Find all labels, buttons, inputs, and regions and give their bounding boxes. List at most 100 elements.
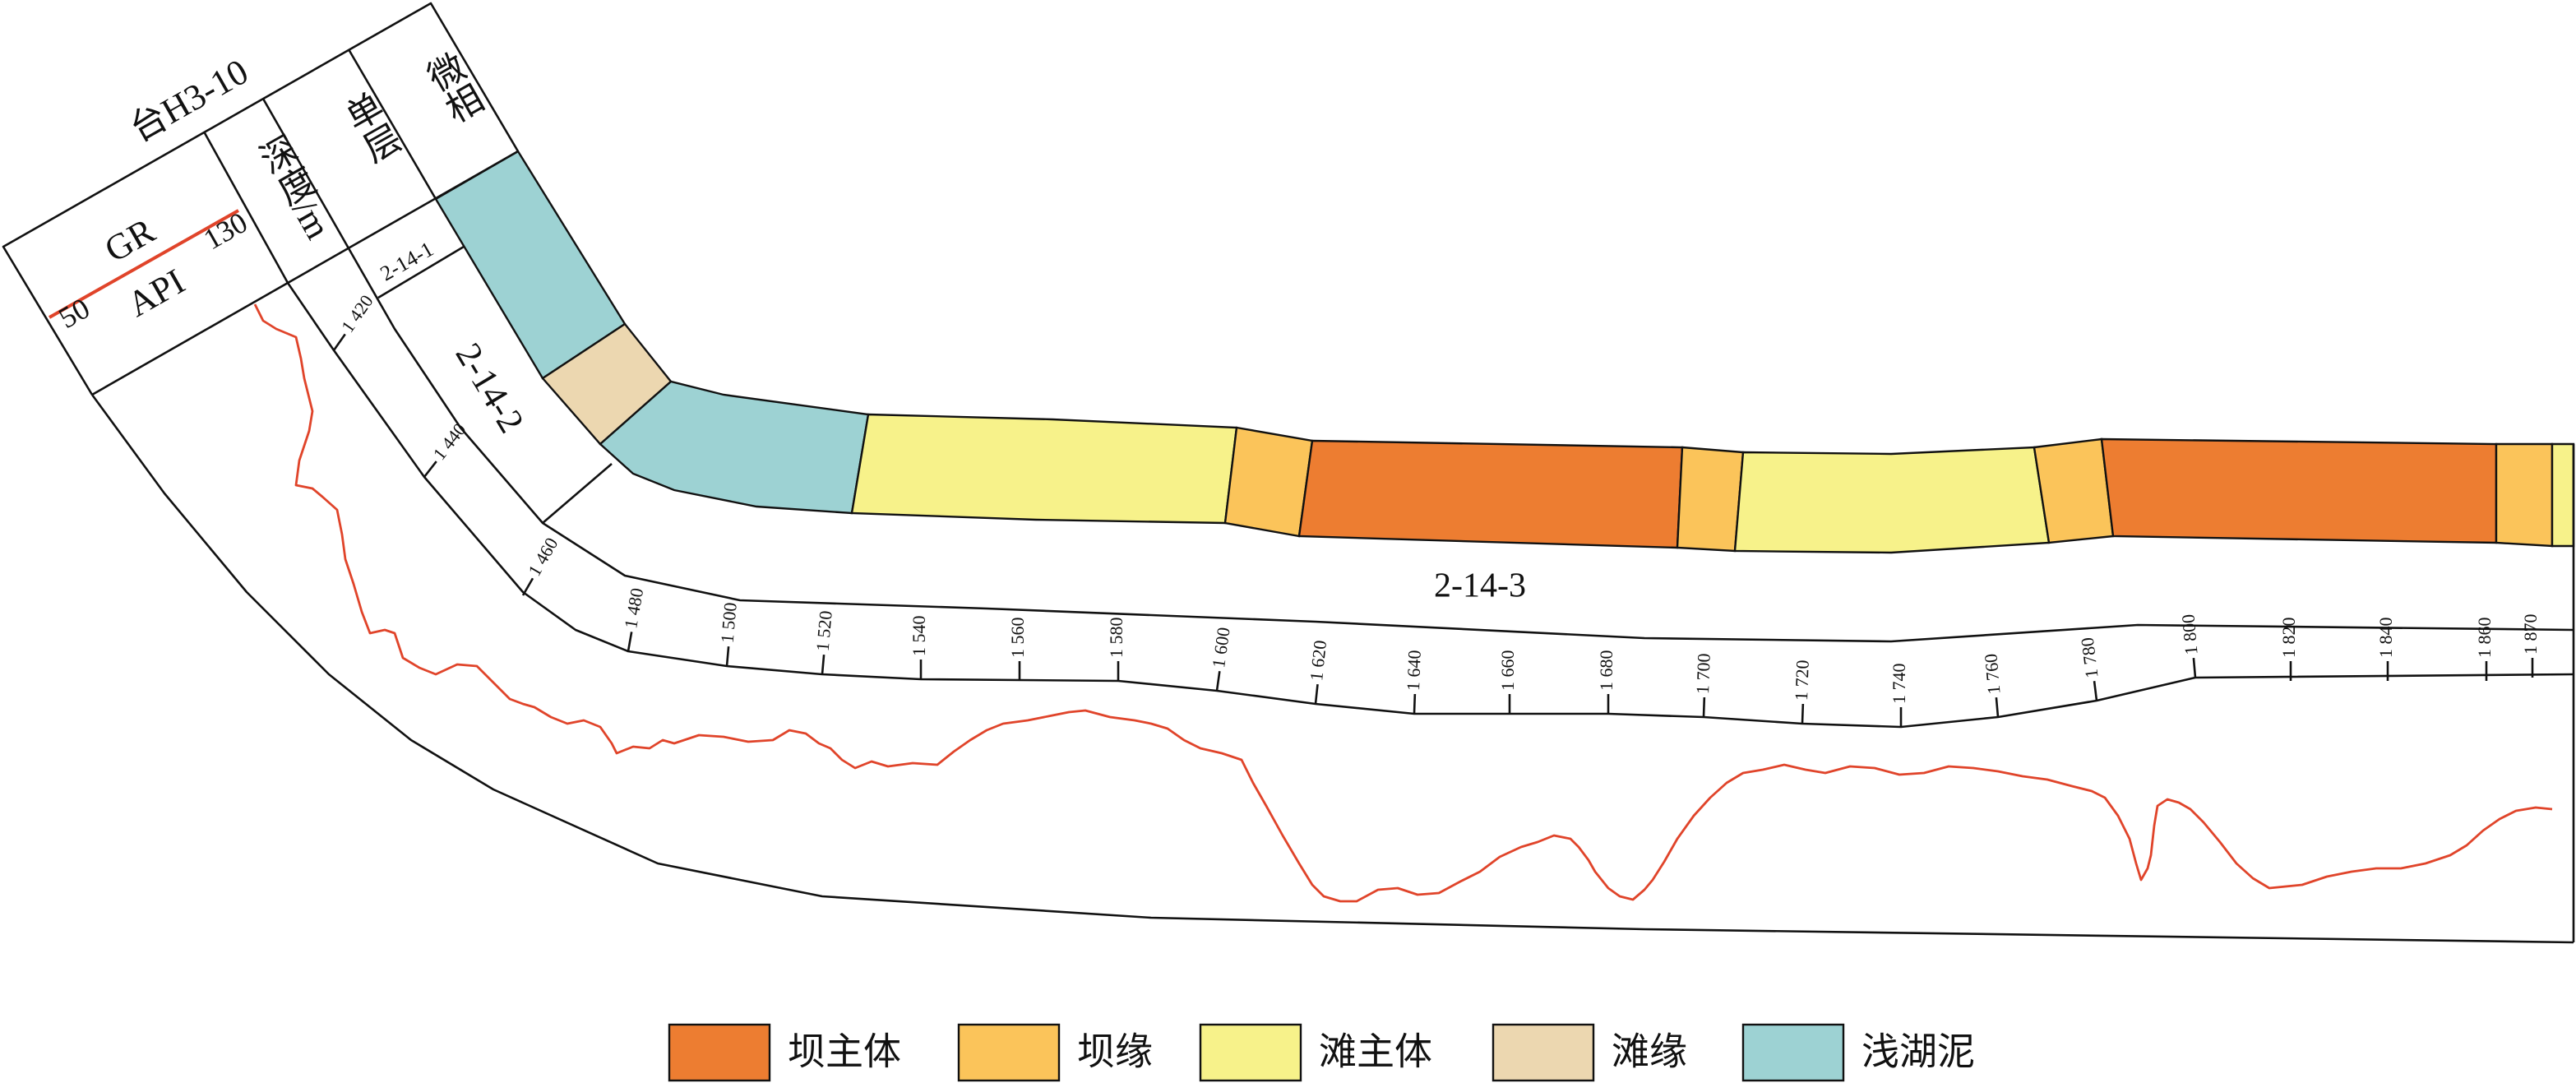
layer-divider [542, 463, 613, 524]
legend-swatch [668, 1023, 771, 1082]
depth-tick: 1 620 [1306, 639, 1330, 705]
layer-label: 2-14-1 [376, 237, 437, 285]
depth-tick: 1 870 [2520, 614, 2541, 678]
tick-label: 1 640 [1403, 650, 1425, 691]
legend-swatch [1199, 1023, 1302, 1082]
gr-track-bottom [90, 394, 2574, 944]
tick-label: 1 560 [1007, 618, 1028, 659]
depth-tick: 1 680 [1596, 650, 1616, 714]
tick-mark [521, 577, 534, 596]
tick-mark [821, 654, 826, 675]
depth-tick: 1 660 [1497, 650, 1518, 714]
tick-mark [2093, 681, 2098, 701]
tick-mark [1995, 697, 2000, 718]
tick-label: 1 620 [1306, 639, 1330, 682]
depth-tick: 1 600 [1208, 626, 1234, 692]
depth-tick: 1 560 [1007, 618, 1028, 681]
gr-curve [253, 303, 2553, 903]
tick-mark [1215, 671, 1221, 692]
depth-tick: 1 440 [423, 419, 470, 478]
depth-tick: 1 480 [620, 586, 647, 652]
legend-label: 坝缘 [1077, 1030, 1153, 1074]
frame-line [91, 150, 519, 396]
tick-mark [1314, 683, 1319, 705]
gr-min: 50 [53, 291, 95, 335]
tick-label: 1 500 [717, 601, 741, 643]
depth-tick: 1 580 [1106, 618, 1126, 681]
tick-mark [423, 461, 437, 478]
depth-tick: 1 700 [1692, 653, 1714, 718]
legend-label: 浅湖泥 [1861, 1030, 1975, 1074]
depth-tick: 1 860 [2474, 618, 2495, 681]
tick-label: 1 870 [2520, 614, 2541, 655]
tick-mark [1413, 693, 1417, 715]
depth-tick: 1 520 [812, 609, 836, 675]
tick-label: 1 460 [524, 534, 562, 579]
legend-swatch [1741, 1023, 1845, 1082]
tick-label: 1 420 [337, 291, 377, 336]
tick-mark [1801, 703, 1805, 724]
tick-label: 1 800 [2177, 613, 2201, 655]
gr-max: 130 [198, 206, 253, 256]
header-frame [2, 2, 520, 396]
tick-mark [2192, 657, 2197, 678]
depth-tick: 1 500 [717, 601, 741, 667]
facies-header: 微相 [417, 47, 489, 131]
facies-block [2100, 437, 2498, 544]
facies-block [2495, 442, 2554, 548]
depth-tick: 1 800 [2177, 613, 2202, 678]
tick-label: 1 660 [1497, 650, 1518, 692]
gr-label: GR [98, 210, 162, 270]
tick-label: 1 520 [812, 609, 836, 651]
frame-line [202, 131, 289, 284]
legend: 坝主体 坝缘 滩主体 滩缘 浅湖泥 [668, 1023, 1975, 1082]
gr-scale-line [49, 209, 239, 319]
legend-label: 滩主体 [1319, 1030, 1432, 1074]
frame-line [347, 49, 437, 200]
tick-label: 1 540 [909, 616, 929, 657]
legend-swatch [957, 1023, 1061, 1082]
tick-label: 1 860 [2474, 618, 2495, 659]
tick-label: 1 740 [1889, 664, 1909, 705]
tick-label: 1 480 [620, 586, 647, 630]
depth-tick: 1 720 [1791, 660, 1813, 724]
depth-tick: 1 780 [2077, 636, 2102, 701]
tick-label: 1 440 [428, 419, 469, 464]
facies-strip [434, 150, 2575, 554]
tick-label: 1 840 [2375, 618, 2396, 659]
tracks [90, 245, 2575, 944]
legend-label: 坝主体 [788, 1030, 901, 1074]
tick-label: 1 700 [1692, 653, 1714, 694]
facies-block [2033, 437, 2115, 544]
tick-label: 1 680 [1596, 650, 1616, 692]
layer-label: 2-14-3 [1434, 567, 1526, 605]
depth-tick: 1 640 [1403, 650, 1425, 715]
well-name: 台H3-10 [123, 51, 255, 150]
facies-block [1676, 446, 1745, 553]
depth-track-upper [347, 248, 2574, 643]
tick-label: 1 780 [2077, 636, 2102, 679]
tick-label: 1 600 [1208, 626, 1234, 669]
legend-label: 滩缘 [1612, 1030, 1687, 1074]
tick-label: 1 720 [1791, 660, 1813, 701]
depth-header: 深度/m [249, 129, 340, 246]
facies-block [850, 413, 1238, 525]
facies-block [1297, 439, 1684, 549]
facies-block [1733, 446, 2051, 554]
tick-label: 1 580 [1106, 618, 1126, 659]
tick-mark [725, 646, 730, 667]
depth-tick: 1 820 [2278, 618, 2299, 681]
facies-block [2551, 442, 2575, 548]
depth-tick: 1 540 [909, 616, 929, 679]
legend-swatch [1491, 1023, 1595, 1082]
depth-tick: 1 840 [2375, 618, 2396, 681]
frame-line [2, 2, 520, 396]
frame-line [261, 98, 350, 249]
tick-mark [627, 632, 633, 652]
depth-tick: 1 760 [1980, 653, 2005, 718]
facies-block [1223, 426, 1314, 538]
tick-label: 1 820 [2278, 618, 2299, 659]
tick-label: 1 760 [1980, 653, 2004, 695]
layer-divider [377, 245, 465, 299]
